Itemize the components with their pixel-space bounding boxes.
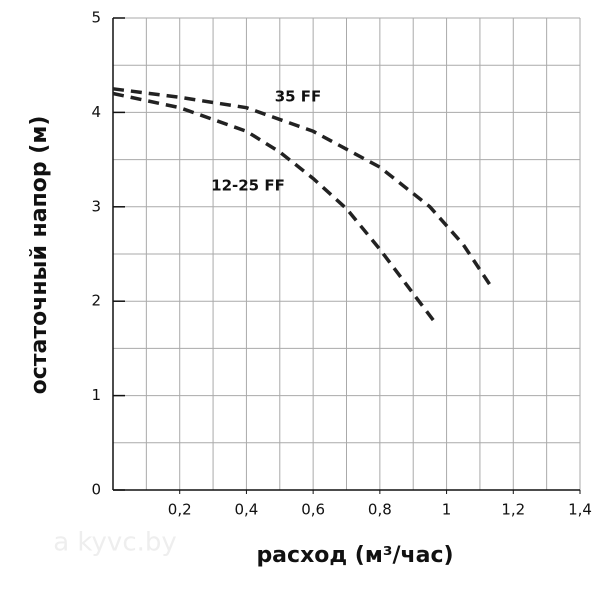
x-axis-title: расход (м³/час) bbox=[256, 543, 453, 568]
x-tick-label: 0,2 bbox=[168, 501, 192, 519]
watermark: a kyvc.by bbox=[53, 528, 177, 558]
x-tick-label: 1 bbox=[442, 501, 452, 519]
series-label: 35 FF bbox=[275, 88, 322, 106]
line-series bbox=[112, 91, 435, 322]
y-tick-label: 3 bbox=[91, 197, 101, 215]
x-tick-label: 0,8 bbox=[368, 501, 392, 519]
y-tick-label: 4 bbox=[91, 103, 101, 121]
x-tick-label: 0,4 bbox=[234, 501, 258, 519]
x-tick-label: 0,6 bbox=[301, 501, 325, 519]
series-label: 12-25 FF bbox=[211, 177, 285, 195]
x-tick-label: 1,4 bbox=[568, 501, 592, 519]
line-series bbox=[112, 87, 495, 291]
y-tick-label: 0 bbox=[91, 481, 101, 499]
x-tick-label: 1,2 bbox=[501, 501, 525, 519]
y-tick-label: 1 bbox=[91, 386, 101, 404]
y-tick-label: 5 bbox=[91, 9, 101, 27]
y-tick-label: 2 bbox=[91, 292, 101, 310]
y-axis-title: остаточный напор (м) bbox=[27, 116, 52, 395]
